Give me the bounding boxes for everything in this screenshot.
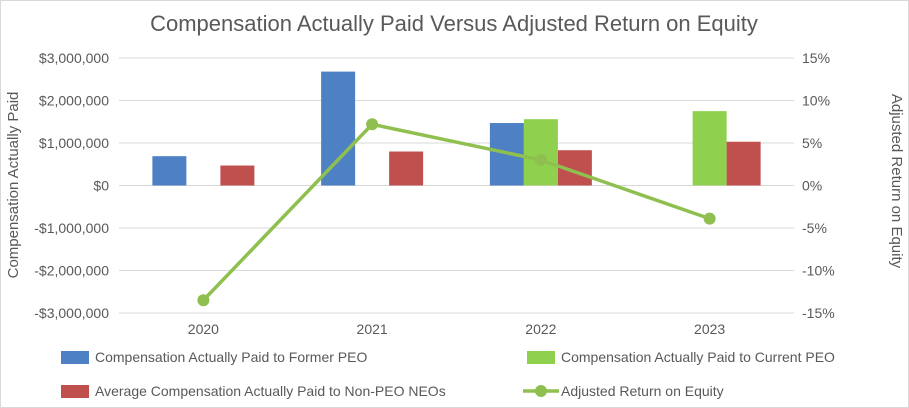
line-adjusted-return-on-equity xyxy=(202,122,711,302)
legend-label: Compensation Actually Paid to Current PE… xyxy=(561,349,835,365)
legend-item: Average Compensation Actually Paid to No… xyxy=(61,383,446,399)
y2-tick-label: 5% xyxy=(802,135,822,151)
legend-label: Average Compensation Actually Paid to No… xyxy=(95,383,446,399)
bar-average-compensation-actually-paid-to-non-peo-neos-2023 xyxy=(726,141,761,186)
x-tick-label: 2022 xyxy=(525,321,556,337)
chart-title: Compensation Actually Paid Versus Adjust… xyxy=(150,11,758,36)
legend-item: Compensation Actually Paid to Current PE… xyxy=(527,349,835,365)
legend-swatch xyxy=(61,385,89,398)
x-tick-label: 2020 xyxy=(188,321,219,337)
marker-adjusted-roe-2023 xyxy=(703,212,716,225)
y-tick-label: $2,000,000 xyxy=(39,93,109,109)
y-tick-label: -$2,000,000 xyxy=(34,263,109,279)
left-axis-ticks: $3,000,000 $2,000,000 $1,000,000 $0 -$1,000,… xyxy=(34,50,109,321)
legend-label: Adjusted Return on Equity xyxy=(561,383,724,399)
y-tick-label: $0 xyxy=(93,178,109,194)
y-tick-label: $1,000,000 xyxy=(39,135,109,151)
bar-average-compensation-actually-paid-to-non-peo-neos-2020 xyxy=(220,165,255,186)
bar-compensation-actually-paid-to-former-peo-2020 xyxy=(152,156,187,186)
y2-axis-title: Adjusted Return on Equity xyxy=(888,94,905,269)
y2-tick-label: -15% xyxy=(802,305,835,321)
bar-average-compensation-actually-paid-to-non-peo-neos-2021 xyxy=(389,151,424,186)
y-axis-title: Compensation Actually Paid xyxy=(5,92,22,279)
legend-swatch xyxy=(527,351,555,364)
x-tick-label: 2023 xyxy=(694,321,725,337)
y2-tick-label: 10% xyxy=(802,93,830,109)
x-axis-ticks: 2020 2021 2022 2023 xyxy=(188,321,726,337)
y2-tick-label: -5% xyxy=(802,220,827,236)
x-tick-label: 2021 xyxy=(357,321,388,337)
y-tick-label: -$3,000,000 xyxy=(34,305,109,321)
y-tick-label: $3,000,000 xyxy=(39,50,109,66)
legend: Compensation Actually Paid to Former PEO… xyxy=(61,349,835,399)
y2-tick-label: 0% xyxy=(802,178,822,194)
y2-tick-label: -10% xyxy=(802,263,835,279)
legend-item: Adjusted Return on Equity xyxy=(523,383,724,399)
right-axis-ticks: 15% 10% 5% 0% -5% -10% -15% xyxy=(802,50,835,321)
y2-tick-label: 15% xyxy=(802,50,830,66)
legend-marker-swatch xyxy=(535,385,547,397)
legend-label: Compensation Actually Paid to Former PEO xyxy=(95,349,367,365)
y-tick-label: -$1,000,000 xyxy=(34,220,109,236)
marker-adjusted-roe-2021 xyxy=(366,118,379,131)
line-series-group xyxy=(197,118,716,307)
bar-compensation-actually-paid-to-former-peo-2021 xyxy=(321,71,356,186)
legend-swatch xyxy=(61,351,89,364)
bar-compensation-actually-paid-to-current-peo-2023 xyxy=(692,111,727,186)
bars-group xyxy=(152,71,761,186)
marker-adjusted-roe-2022 xyxy=(534,154,547,166)
bar-compensation-actually-paid-to-current-peo-2022 xyxy=(523,119,558,186)
marker-adjusted-roe-2020 xyxy=(197,294,210,307)
legend-item: Compensation Actually Paid to Former PEO xyxy=(61,349,367,365)
